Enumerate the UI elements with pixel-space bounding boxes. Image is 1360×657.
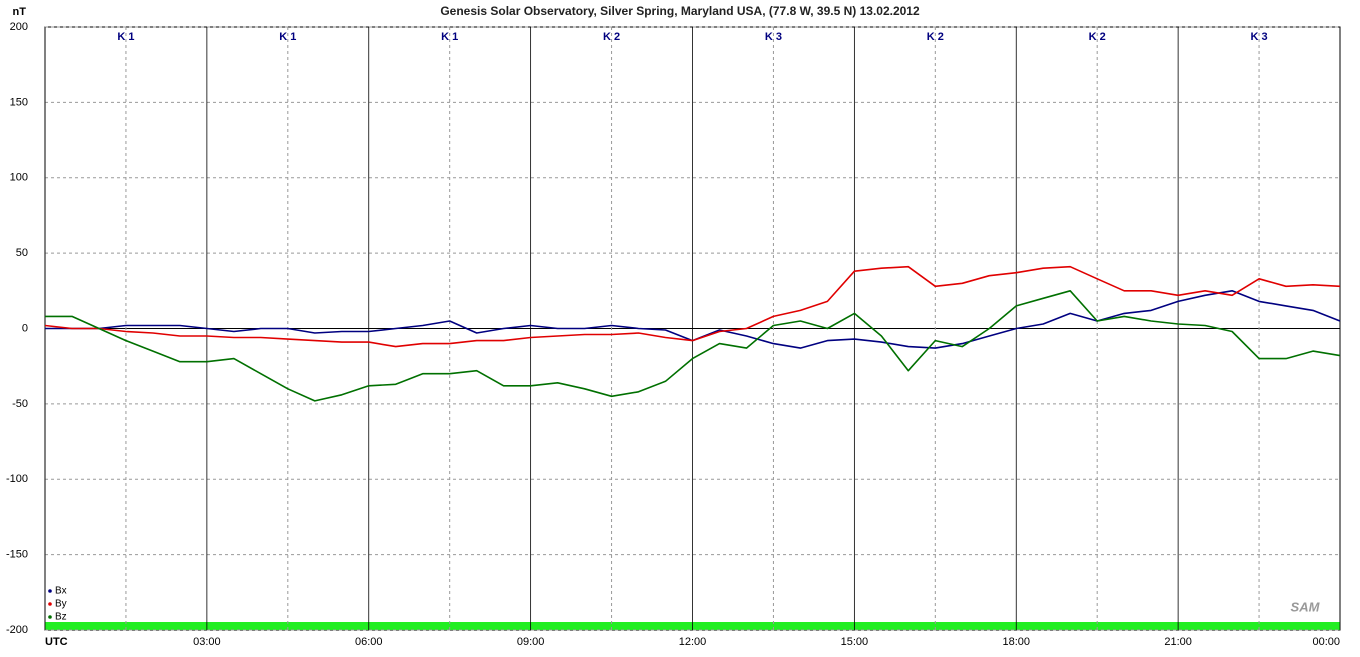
line-bz (45, 290, 1341, 402)
k-index-label: K 1 (117, 31, 134, 43)
x-tick-label: 09:00 (517, 636, 545, 648)
x-tick-label: UTC (45, 636, 68, 648)
k-index-label: K 1 (279, 31, 296, 43)
y-tick-label: 100 (10, 172, 28, 184)
x-tick-label: 18:00 (1002, 636, 1030, 648)
x-tick-label: 15:00 (841, 636, 869, 648)
k-index-label: K 3 (1251, 31, 1268, 43)
y-tick-label: -50 (12, 398, 28, 410)
y-axis-label: nT (13, 6, 27, 18)
k-index-label: K 1 (441, 31, 458, 43)
y-tick-label: 50 (16, 247, 28, 259)
y-tick-label: 200 (10, 21, 28, 33)
x-tick-label: 06:00 (355, 636, 383, 648)
x-tick-label: 00:00 (1312, 636, 1340, 648)
logo: SAM (1291, 599, 1321, 614)
k-index-label: K 2 (1089, 31, 1106, 43)
legend-swatch (48, 602, 52, 606)
x-tick-label: 03:00 (193, 636, 221, 648)
legend-swatch (48, 589, 52, 593)
line-by (44, 265, 1341, 348)
x-tick-label: 12:00 (679, 636, 707, 648)
legend-label: Bz (55, 612, 67, 623)
k-index-label: K 2 (927, 31, 944, 43)
y-tick-label: -150 (6, 549, 28, 561)
y-tick-label: -200 (6, 624, 28, 636)
legend-label: By (55, 599, 67, 610)
legend-swatch (48, 615, 52, 619)
y-tick-label: 150 (10, 96, 28, 108)
x-tick-label: 21:00 (1164, 636, 1192, 648)
y-tick-label: -100 (6, 473, 28, 485)
y-tick-label: 0 (22, 322, 28, 334)
k-index-label: K 2 (603, 31, 620, 43)
legend-label: Bx (55, 586, 67, 597)
chart-title: Genesis Solar Observatory, Silver Spring… (440, 4, 920, 18)
k-index-label: K 3 (765, 31, 782, 43)
